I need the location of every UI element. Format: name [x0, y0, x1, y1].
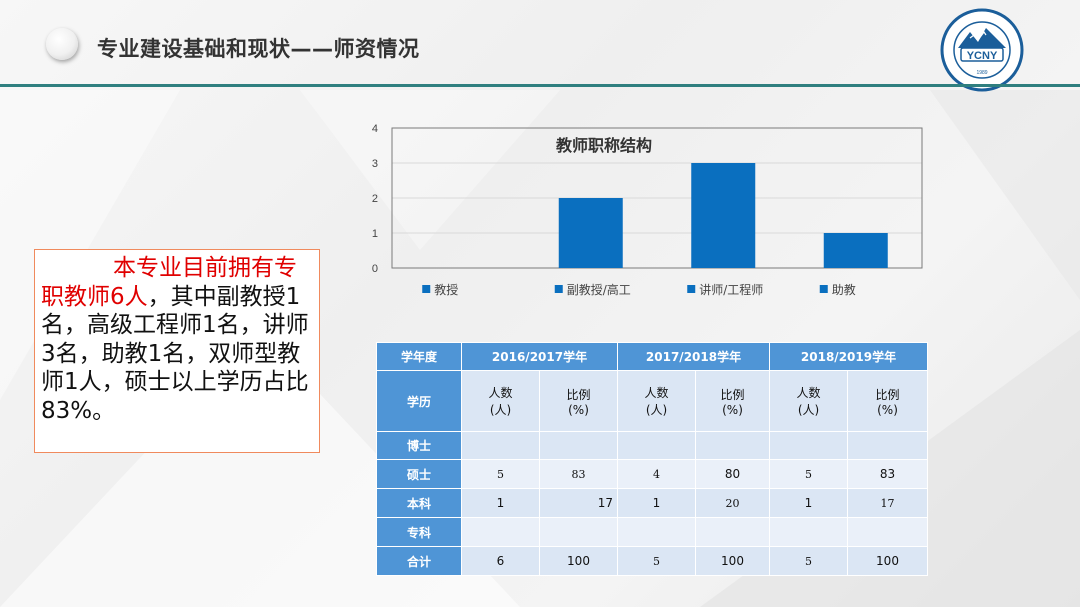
table-cell: 5 [769, 546, 848, 576]
table-cell [695, 431, 770, 460]
table-cell [695, 517, 770, 547]
header-divider [0, 84, 1080, 87]
count-header: 人数 (人) [769, 370, 848, 432]
table-cell: 100 [695, 546, 770, 576]
table-cell: 5 [461, 459, 540, 489]
row-label: 本科 [376, 488, 462, 518]
title-bullet-icon [46, 28, 78, 60]
table-cell [461, 431, 540, 460]
chart-grid [391, 127, 923, 269]
year-header: 2018/2019学年 [769, 342, 928, 371]
y-tick-label: 1 [372, 228, 378, 240]
count-header: 人数 (人) [617, 370, 696, 432]
row-label: 合计 [376, 546, 462, 576]
bar-1 [558, 198, 623, 268]
slide-title: 专业建设基础和现状——师资情况 [97, 37, 420, 61]
chart-bars [558, 163, 888, 268]
legend-swatch [819, 285, 828, 293]
table-cell: 5 [769, 459, 848, 489]
table-cell: 83 [539, 459, 618, 489]
y-tick-label: 4 [372, 123, 378, 135]
title-structure-chart: 教师职称结构 0 1 2 3 4 教授 副教授/高工 讲师/工程师 助教 [372, 123, 923, 297]
table-cell [769, 431, 848, 460]
logo-text: YCNY [967, 50, 998, 62]
legend-swatch [687, 285, 696, 293]
table-cell [847, 517, 928, 547]
legend-label: 教授 [434, 282, 458, 297]
table-cell: 20 [695, 488, 770, 518]
chart-title: 教师职称结构 [556, 136, 652, 155]
table-cell [847, 431, 928, 460]
table-cell: 80 [695, 459, 770, 489]
table-cell: 83 [847, 459, 928, 489]
row-label: 专科 [376, 517, 462, 547]
table-cell: 4 [617, 459, 696, 489]
faculty-table: 学年度 2016/2017学年 2017/2018学年 2018/2019学年 … [376, 342, 928, 576]
legend-label: 副教授/高工 [567, 282, 631, 297]
table-cell [539, 517, 618, 547]
table-cell: 100 [539, 546, 618, 576]
plot-frame [391, 127, 923, 269]
y-tick-label: 3 [372, 158, 378, 170]
count-header: 人数 (人) [461, 370, 540, 432]
table-cell: 17 [847, 488, 928, 518]
table-cell: 5 [617, 546, 696, 576]
bar-3 [823, 233, 888, 268]
table-cell: 1 [617, 488, 696, 518]
ratio-header: 比例 (%) [695, 370, 770, 432]
legend-label: 助教 [832, 282, 856, 297]
table-cell [461, 517, 540, 547]
intro-textbox: 本专业目前拥有专职教师6人，其中副教授1名，高级工程师1名，讲师3名，助教1名，… [34, 249, 320, 453]
table-cell [617, 517, 696, 547]
chart-legend: 教授 副教授/高工 讲师/工程师 助教 [422, 282, 856, 297]
slide-header: 专业建设基础和现状——师资情况 YCNY 1989 [0, 0, 1080, 92]
logo-year: 1989 [976, 70, 987, 76]
y-tick-label: 2 [372, 193, 378, 205]
table-cell [617, 431, 696, 460]
ratio-header: 比例 (%) [847, 370, 928, 432]
table-cell: 1 [769, 488, 848, 518]
table-cell: 6 [461, 546, 540, 576]
legend-swatch [554, 285, 563, 293]
ratio-header: 比例 (%) [539, 370, 618, 432]
school-logo-icon: YCNY 1989 [940, 8, 1024, 92]
chart-y-axis: 0 1 2 3 4 [372, 123, 378, 275]
row-label: 硕士 [376, 459, 462, 489]
year-header: 2016/2017学年 [461, 342, 618, 371]
table-cell: 100 [847, 546, 928, 576]
table-cell [769, 517, 848, 547]
year-header: 2017/2018学年 [617, 342, 770, 371]
row-label: 博士 [376, 431, 462, 460]
bar-2 [691, 163, 756, 268]
year-header-label: 学年度 [376, 342, 462, 371]
legend-label: 讲师/工程师 [699, 282, 763, 297]
y-tick-label: 0 [372, 263, 378, 275]
table-cell: 17 [539, 488, 618, 518]
edu-header-label: 学历 [376, 370, 462, 432]
intro-highlight: 本专业目前拥有专职教师6人 [41, 255, 297, 310]
intro-body: ，其中副教授1名，高级工程师1名，讲师3名，助教1名，双师型教师1人，硕士以上学… [41, 283, 309, 424]
table-cell: 1 [461, 488, 540, 518]
table-cell [539, 431, 618, 460]
legend-swatch [422, 285, 431, 293]
